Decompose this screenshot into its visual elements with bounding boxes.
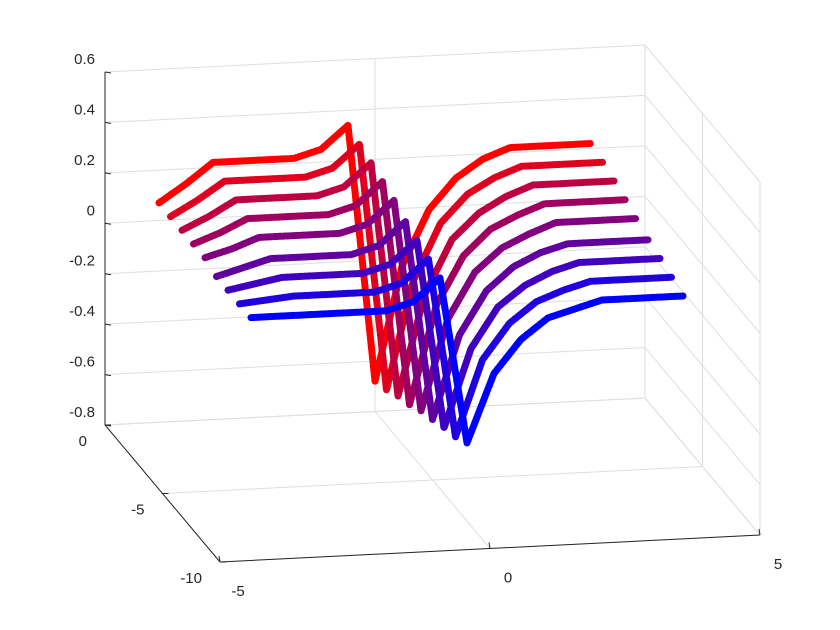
x-tick-label: -5 (231, 583, 244, 600)
grid-line (104, 397, 646, 426)
point-row (190, 178, 629, 409)
z-tick (104, 121, 112, 124)
point-row (224, 236, 664, 432)
x-tick-label: 0 (504, 569, 512, 586)
point-row (178, 159, 618, 400)
point-row (155, 121, 595, 385)
x-tick (218, 555, 221, 563)
point-row (213, 218, 652, 423)
point-row (167, 140, 606, 394)
z-tick-label: 0 (87, 202, 95, 219)
z-tick (104, 273, 112, 276)
z-tick-label: -0.6 (69, 354, 95, 371)
grid-line (162, 466, 703, 494)
y-tick-label: 0 (79, 433, 87, 450)
z-tick-label: -0.2 (69, 253, 95, 270)
z-tick-label: -0.8 (69, 404, 95, 421)
z-tick-label: -0.4 (69, 303, 95, 320)
x-tick (488, 542, 491, 549)
point-row (236, 255, 675, 441)
y-tick-label: -5 (131, 501, 144, 518)
point-row (201, 196, 641, 415)
z-tick-label: 0.6 (74, 51, 95, 68)
z-tick-label: 0.4 (74, 101, 95, 118)
z-tick (104, 172, 112, 175)
z-tick (104, 71, 112, 74)
z-tick (104, 374, 112, 377)
point-row (247, 274, 687, 447)
z-tick (104, 222, 112, 225)
z-tick-label: 0.2 (74, 152, 95, 169)
x-tick-label: 5 (774, 556, 782, 573)
y-tick-label: -10 (180, 570, 202, 587)
z-tick (104, 323, 112, 326)
x-tick (758, 528, 761, 536)
